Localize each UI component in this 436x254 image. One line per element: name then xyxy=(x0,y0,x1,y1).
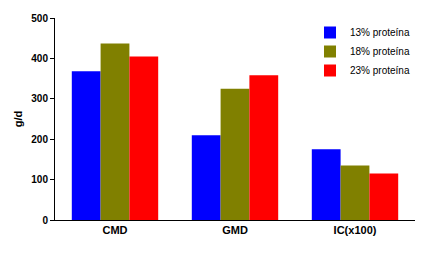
svg-text:g/d: g/d xyxy=(12,111,24,128)
svg-text:13% proteína: 13% proteína xyxy=(350,27,410,38)
svg-text:IC(x100): IC(x100) xyxy=(334,224,377,236)
svg-text:400: 400 xyxy=(31,53,48,64)
svg-text:CMD: CMD xyxy=(102,224,127,236)
svg-text:18% proteína: 18% proteína xyxy=(350,46,410,57)
svg-text:0: 0 xyxy=(42,215,48,226)
svg-text:200: 200 xyxy=(31,134,48,145)
svg-text:GMD: GMD xyxy=(222,224,248,236)
svg-text:300: 300 xyxy=(31,93,48,104)
svg-text:100: 100 xyxy=(31,174,48,185)
svg-text:500: 500 xyxy=(31,13,48,24)
svg-text:23% proteína: 23% proteína xyxy=(350,65,410,76)
